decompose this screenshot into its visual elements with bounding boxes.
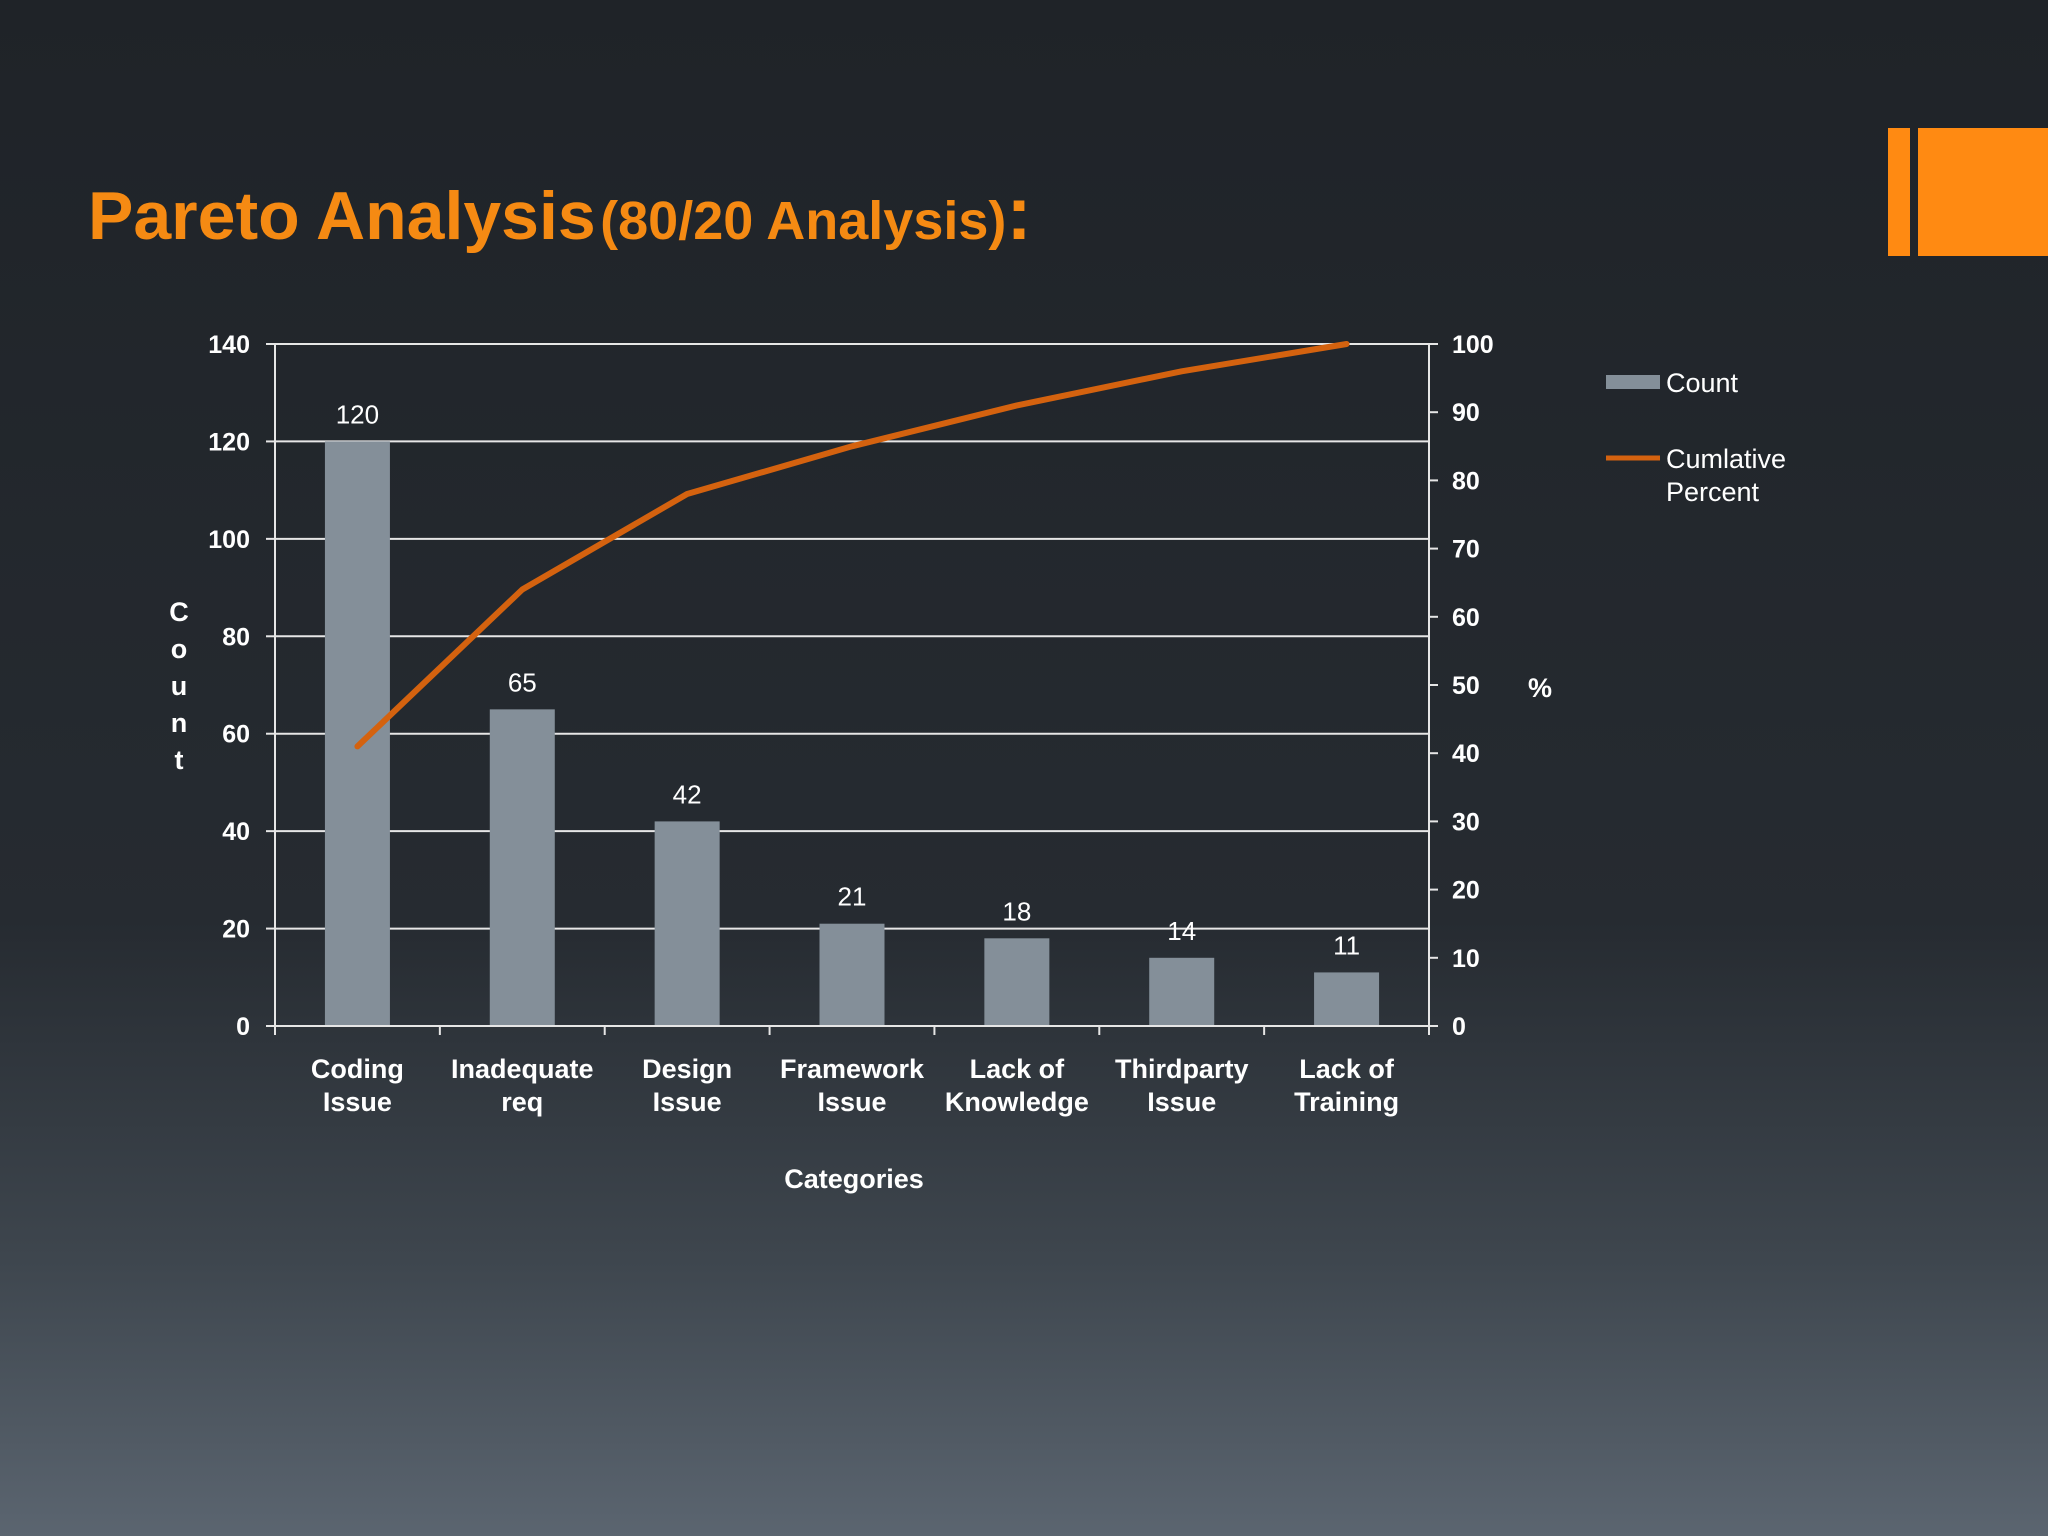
data-label: 21 [838,882,867,912]
category-label: Issue [653,1087,722,1117]
data-label: 120 [336,399,379,429]
y-axis-title-letter: o [171,634,188,664]
y2-tick-label: 0 [1452,1013,1466,1041]
y-tick-label: 100 [208,526,250,554]
y-tick-label: 60 [222,721,250,749]
data-label: 42 [673,779,702,809]
y-tick-label: 140 [208,331,250,359]
bar [1314,972,1380,1026]
category-label: Design [642,1054,732,1084]
category-label: Issue [1147,1087,1216,1117]
bar [819,923,885,1026]
category-label: Knowledge [945,1087,1089,1117]
y-tick-label: 20 [222,916,250,944]
category-label: Lack of [970,1054,1066,1084]
y-tick-label: 120 [208,428,250,456]
data-label: 18 [1002,896,1031,926]
y-tick-label: 80 [222,623,250,651]
bar [654,821,720,1026]
y2-tick-label: 50 [1452,672,1480,700]
title-colon: : [1006,171,1032,256]
y-tick-label: 40 [222,818,250,846]
legend-swatch-count [1606,375,1660,389]
bar [1149,957,1215,1026]
legend-label-count: Count [1666,368,1739,398]
y-axis-title-letter: u [171,671,188,701]
x-axis-title: Categories [784,1164,924,1194]
y2-tick-label: 40 [1452,740,1480,768]
data-label: 65 [508,667,537,697]
y2-axis-title: % [1528,673,1552,703]
title-main: Pareto Analysis [88,178,596,254]
y2-tick-label: 20 [1452,877,1480,905]
category-label: Issue [817,1087,886,1117]
accent-bar-thin [1888,128,1910,256]
category-label: Training [1294,1087,1399,1117]
category-label: Framework [780,1054,925,1084]
legend-label-cumulative: Cumlative [1666,444,1786,474]
y2-tick-label: 80 [1452,467,1480,495]
bar [489,709,555,1026]
category-label: Coding [311,1054,404,1084]
legend-label-cumulative: Percent [1666,477,1760,507]
category-label: Lack of [1299,1054,1395,1084]
y2-tick-label: 70 [1452,536,1480,564]
cumulative-line [354,341,1350,750]
title-subtitle: (80/20 Analysis) [600,191,1007,251]
category-label: Inadequate [451,1054,594,1084]
category-label: Thirdparty [1115,1054,1249,1084]
y2-tick-label: 90 [1452,399,1480,427]
bar [984,938,1050,1026]
y-tick-label: 0 [236,1013,250,1041]
data-label: 11 [1333,930,1360,960]
bar [324,441,390,1026]
y2-tick-label: 30 [1452,808,1480,836]
y2-tick-label: 10 [1452,945,1480,973]
slide-title: Pareto Analysis (80/20 Analysis): [88,170,1032,257]
data-label: 14 [1167,916,1196,946]
accent-block [1918,128,2048,256]
category-label: req [501,1087,543,1117]
category-label: Issue [323,1087,392,1117]
y2-tick-label: 60 [1452,604,1480,632]
y-axis-title-letter: n [171,708,188,738]
y-axis-title-letter: t [175,745,184,775]
y-axis-title-letter: C [169,597,189,627]
y2-tick-label: 100 [1452,331,1494,359]
